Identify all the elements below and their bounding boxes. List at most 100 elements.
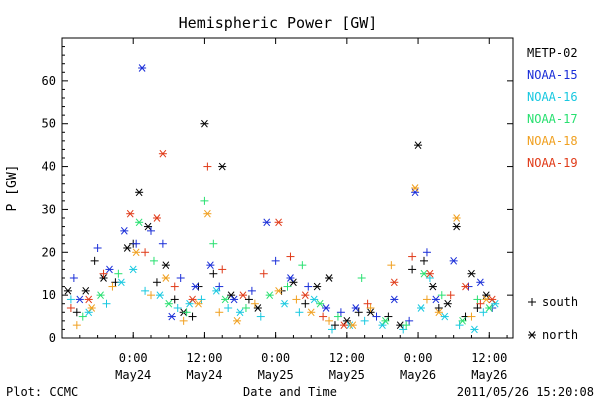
point-metp-02-north bbox=[289, 278, 298, 287]
point-noaa-16-south bbox=[479, 308, 488, 317]
footer-plot-credit: Plot: CCMC bbox=[6, 385, 78, 399]
point-metp-02-north bbox=[452, 222, 461, 231]
point-noaa-15-south bbox=[147, 226, 156, 235]
point-noaa-15-south bbox=[158, 239, 167, 248]
point-metp-02-south bbox=[209, 269, 218, 278]
point-noaa-19-south bbox=[286, 252, 295, 261]
point-metp-02-north bbox=[81, 287, 90, 295]
y-tick-label: 30 bbox=[42, 202, 56, 216]
point-metp-02-south bbox=[301, 299, 310, 308]
point-noaa-16-north bbox=[310, 295, 319, 304]
point-noaa-18-south bbox=[325, 316, 334, 325]
x-axis: 0:00 May24 12:00 May24 0:00 May25 12:00 May25 0:… bbox=[61, 38, 508, 382]
point-noaa-17-north bbox=[316, 299, 325, 308]
point-noaa-16-south bbox=[295, 308, 304, 317]
point-noaa-15-north bbox=[167, 312, 176, 321]
point-noaa-16-south bbox=[399, 325, 408, 334]
point-noaa-17-north bbox=[96, 291, 105, 299]
marker-legend-label: south bbox=[542, 295, 578, 309]
point-noaa-16-south bbox=[197, 295, 206, 304]
point-noaa-16-north bbox=[185, 299, 194, 308]
point-noaa-18-south bbox=[292, 295, 301, 304]
point-noaa-19-south bbox=[170, 282, 179, 291]
point-noaa-17-south bbox=[78, 312, 87, 321]
point-noaa-17-north bbox=[135, 218, 144, 227]
x-tick-sublabel: May25 bbox=[258, 368, 294, 382]
point-metp-02-north bbox=[135, 188, 144, 197]
point-noaa-17-north bbox=[381, 317, 390, 325]
chart-title: Hemispheric Power [GW] bbox=[179, 14, 378, 32]
point-metp-02-north bbox=[253, 304, 262, 312]
point-noaa-15-north bbox=[286, 274, 295, 282]
point-metp-02-north bbox=[366, 308, 375, 317]
point-noaa-18-north bbox=[233, 317, 242, 325]
point-noaa-16-south bbox=[328, 325, 337, 334]
x-tick-sublabel: May24 bbox=[115, 368, 151, 382]
point-metp-02-north bbox=[482, 291, 491, 299]
x-tick-label: 12:00 bbox=[329, 351, 365, 365]
y-axis-label: P [GW] bbox=[5, 165, 20, 212]
point-metp-02-north bbox=[123, 244, 132, 252]
legend-noaa-15: NOAA-15 bbox=[527, 68, 578, 82]
point-noaa-16-north bbox=[491, 299, 500, 308]
point-metp-02-north bbox=[63, 287, 72, 295]
point-noaa-19-north bbox=[84, 295, 93, 304]
legend-noaa-16: NOAA-16 bbox=[527, 90, 578, 104]
x-tick-sublabel: May24 bbox=[186, 368, 222, 382]
point-noaa-15-north bbox=[390, 295, 399, 304]
point-noaa-15-south bbox=[422, 248, 431, 257]
point-noaa-17-south bbox=[114, 269, 123, 278]
point-noaa-19-north bbox=[488, 295, 497, 304]
legend-noaa-19: NOAA-19 bbox=[527, 156, 578, 170]
y-tick-label: 0 bbox=[49, 331, 56, 345]
point-noaa-16-north bbox=[280, 299, 289, 308]
point-noaa-18-south bbox=[422, 295, 431, 304]
point-noaa-19-south bbox=[363, 299, 372, 308]
point-noaa-16-north bbox=[440, 312, 449, 321]
point-noaa-16-north bbox=[155, 291, 164, 299]
point-noaa-19-south bbox=[446, 291, 455, 300]
point-noaa-16-north bbox=[212, 287, 221, 295]
point-noaa-16-north bbox=[84, 308, 93, 317]
point-noaa-16-south bbox=[455, 321, 464, 330]
point-noaa-19-north bbox=[425, 269, 434, 278]
point-noaa-18-north bbox=[194, 299, 203, 308]
point-metp-02-south bbox=[384, 312, 393, 321]
point-noaa-15-south bbox=[336, 308, 345, 317]
y-tick-label: 40 bbox=[42, 160, 56, 174]
point-noaa-17-south bbox=[200, 196, 209, 205]
point-noaa-15-north bbox=[431, 295, 440, 304]
point-noaa-18-north bbox=[161, 274, 170, 282]
point-noaa-15-north bbox=[230, 295, 239, 304]
point-noaa-15-south bbox=[176, 274, 185, 282]
point-noaa-18-south bbox=[215, 308, 224, 317]
point-metp-02-north bbox=[414, 141, 423, 149]
point-noaa-15-south bbox=[132, 239, 141, 248]
legend-noaa-18: NOAA-18 bbox=[527, 134, 578, 148]
point-noaa-15-north bbox=[449, 257, 458, 265]
point-metp-02-north bbox=[218, 162, 227, 171]
point-metp-02-south bbox=[90, 256, 99, 265]
point-noaa-19-south bbox=[259, 269, 268, 278]
point-noaa-18-south bbox=[179, 316, 188, 325]
point-noaa-16-north bbox=[470, 325, 479, 334]
point-metp-02-north bbox=[144, 222, 153, 231]
point-noaa-19-north bbox=[301, 291, 310, 299]
point-metp-02-south bbox=[170, 295, 179, 304]
x-tick-sublabel: May26 bbox=[400, 368, 436, 382]
point-metp-02-south bbox=[354, 308, 363, 317]
point-noaa-15-north bbox=[138, 64, 147, 72]
point-noaa-17-south bbox=[182, 308, 191, 317]
data-points bbox=[63, 64, 500, 334]
point-noaa-17-north bbox=[458, 317, 467, 325]
point-noaa-19-south bbox=[408, 252, 417, 261]
point-noaa-15-north bbox=[105, 265, 114, 274]
point-noaa-16-north bbox=[117, 278, 126, 287]
point-noaa-19-north bbox=[152, 214, 161, 222]
y-tick-label: 20 bbox=[42, 245, 56, 259]
x-tick-label: 0:00 bbox=[119, 351, 148, 365]
point-noaa-18-south bbox=[467, 312, 476, 321]
point-noaa-19-north bbox=[158, 149, 167, 158]
point-noaa-18-north bbox=[203, 209, 212, 218]
point-noaa-15-north bbox=[75, 295, 84, 304]
